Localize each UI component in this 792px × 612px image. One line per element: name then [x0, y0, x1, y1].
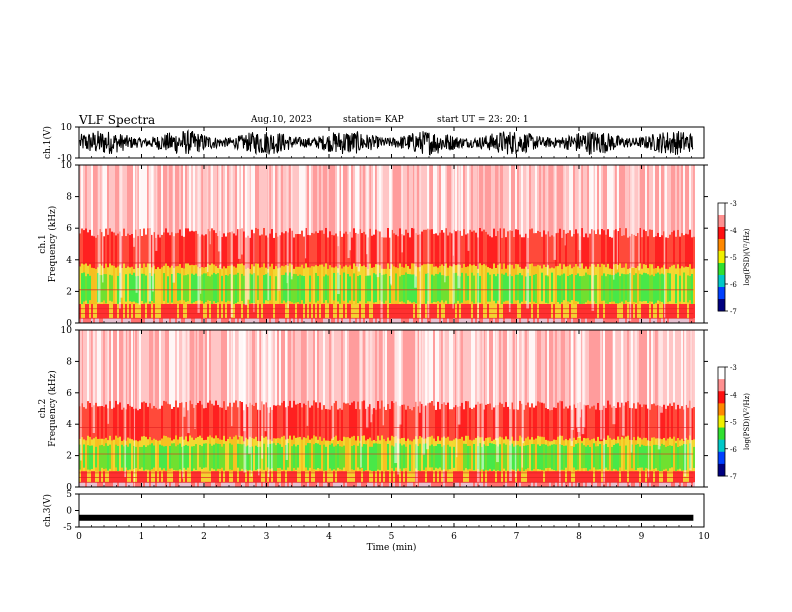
- colorbar-segment: [718, 203, 725, 216]
- ch1-waveform-line: [79, 129, 694, 156]
- colorbar-tick-label: -6: [730, 281, 737, 289]
- ch1-waveform-ylabel: ch.1(V): [42, 126, 53, 159]
- colorbar-segment: [718, 287, 725, 300]
- colorbar-segment: [718, 299, 725, 312]
- colorbar-segment: [718, 367, 725, 380]
- colorbar-segment: [718, 251, 725, 264]
- y-tick-label: 0: [66, 507, 72, 517]
- colorbar-segment: [718, 263, 725, 276]
- x-tick-label: 1: [139, 532, 145, 542]
- y-tick-label: 4: [66, 256, 72, 266]
- colorbar-segment: [718, 451, 725, 465]
- colorbar-segment: [718, 415, 725, 429]
- colorbar-tick-label: -4: [730, 227, 737, 235]
- colorbar-segment: [718, 463, 725, 477]
- date-label: Aug.10, 2023: [251, 115, 312, 125]
- spectrogram-ch2-image: [79, 330, 695, 487]
- colorbar-segment: [718, 227, 725, 240]
- y-tick-label: 8: [66, 193, 72, 203]
- y-tick-label: -5: [63, 523, 72, 533]
- panel-frame-4: [78, 493, 705, 528]
- x-tick-label: 2: [201, 532, 207, 542]
- colorbar-tick-label: -6: [730, 446, 737, 454]
- ch3-waveform-ylabel: ch.3(V): [42, 494, 53, 527]
- x-tick-label: 6: [451, 532, 457, 542]
- colorbar-tick-label: -3: [730, 364, 737, 372]
- x-tick-label: 5: [389, 532, 395, 542]
- x-tick-label: 0: [76, 532, 82, 542]
- colorbar-tick-label: -3: [730, 200, 737, 208]
- colorbar-segment: [718, 427, 725, 441]
- y-tick-label: 6: [66, 389, 72, 399]
- x-tick-label: 9: [639, 532, 645, 542]
- y-tick-label: 10: [61, 326, 73, 336]
- colorbar-tick-label: -4: [730, 391, 737, 399]
- y-tick-label: -10: [58, 154, 73, 164]
- y-tick-label: 4: [66, 420, 72, 430]
- colorbar-tick-label: -5: [730, 254, 737, 262]
- colorbar-tick-label: -7: [730, 308, 737, 316]
- colorbar-label: log(PSD)(V²/Hz): [743, 228, 751, 285]
- x-tick-label: 8: [576, 532, 582, 542]
- y-tick-label: 8: [66, 357, 72, 367]
- colorbar-segment: [718, 391, 725, 404]
- colorbar-segment: [718, 275, 725, 288]
- colorbar-segment: [718, 379, 725, 392]
- ch2-spectrogram-ylabel: Frequency (kHz): [47, 370, 58, 447]
- colorbar-segment: [718, 215, 725, 228]
- colorbar-segment: [718, 239, 725, 252]
- ch3-waveform-band: [79, 514, 694, 521]
- colorbar-tick-label: -7: [730, 473, 737, 481]
- ch1-spectrogram-ylabel: Frequency (kHz): [47, 206, 58, 283]
- colorbar-tick-label: -5: [730, 419, 737, 427]
- ch1-spectrogram-ylabel: ch.1: [38, 234, 48, 253]
- y-tick-label: 2: [66, 452, 72, 462]
- y-tick-label: 0: [66, 319, 72, 329]
- start-time-label: start UT = 23: 20: 1: [437, 115, 529, 125]
- x-tick-label: 10: [698, 532, 710, 542]
- x-tick-label: 4: [326, 532, 332, 542]
- colorbar-label: log(PSD)(V²/Hz): [743, 393, 751, 450]
- spectrogram-ch1-image: [79, 165, 695, 323]
- x-axis-label: Time (min): [367, 542, 417, 553]
- y-tick-label: 6: [66, 224, 72, 234]
- y-tick-label: 2: [66, 287, 72, 297]
- x-tick-label: 7: [514, 532, 520, 542]
- colorbar-segment: [718, 403, 725, 416]
- y-tick-label: 10: [61, 123, 73, 133]
- ch2-spectrogram-ylabel: ch.2: [38, 399, 48, 418]
- y-tick-label: 5: [66, 490, 72, 500]
- station-label: station= KAP: [343, 115, 404, 125]
- colorbar-segment: [718, 439, 725, 453]
- y-tick-label: 0: [66, 483, 72, 493]
- y-tick-label: 10: [61, 161, 73, 171]
- x-tick-label: 3: [264, 532, 270, 542]
- chart-title: VLF Spectra: [79, 113, 156, 127]
